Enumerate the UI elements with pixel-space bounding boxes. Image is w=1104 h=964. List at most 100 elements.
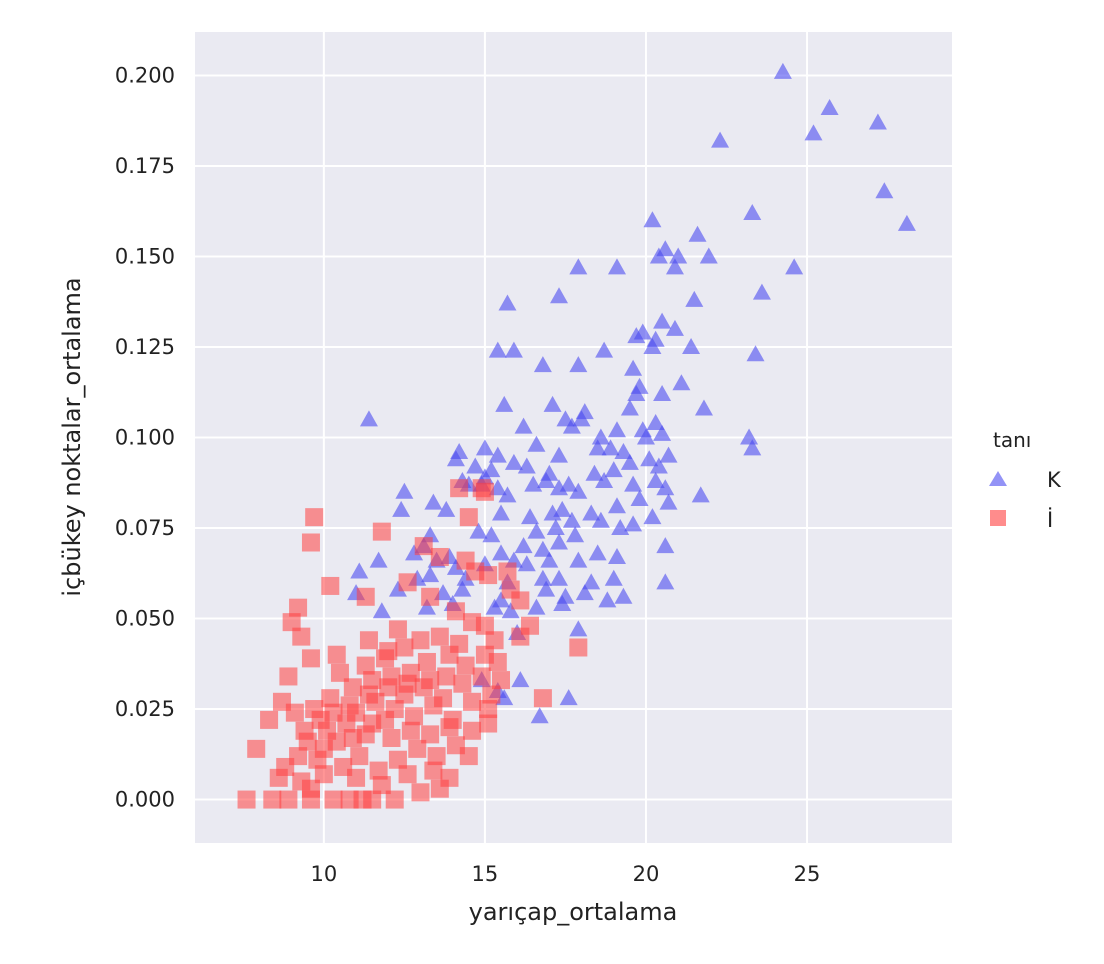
data-point-k <box>582 573 601 590</box>
data-point-k <box>488 446 507 463</box>
legend-label-k: K <box>1047 468 1062 492</box>
data-point-k <box>562 511 581 528</box>
data-point-i <box>321 689 340 708</box>
data-point-k <box>559 689 578 706</box>
data-point-k <box>630 490 649 507</box>
data-point-k <box>517 555 536 572</box>
data-point-k <box>688 225 707 242</box>
x-tick-label: 15 <box>472 862 499 886</box>
data-point-k <box>485 598 504 615</box>
data-point-i <box>347 768 366 787</box>
data-point-i <box>379 678 398 697</box>
data-point-i <box>440 718 459 737</box>
data-point-k <box>614 587 633 604</box>
data-point-k <box>550 446 569 463</box>
data-point-k <box>504 341 523 358</box>
data-point-k <box>646 330 665 347</box>
data-point-i <box>479 566 498 585</box>
data-point-i <box>359 631 378 650</box>
data-point-k <box>530 707 549 724</box>
data-point-i <box>395 638 414 657</box>
data-point-k <box>475 439 494 456</box>
data-point-i <box>350 747 369 766</box>
data-point-i <box>421 725 440 744</box>
data-point-i <box>569 638 588 657</box>
data-point-i <box>272 692 291 711</box>
legend-marker-i <box>990 510 1006 526</box>
y-tick-label: 0.075 <box>115 516 175 540</box>
data-point-i <box>405 707 424 726</box>
data-point-k <box>624 475 643 492</box>
data-point-k <box>653 385 672 402</box>
data-point-i <box>533 689 552 708</box>
data-point-k <box>550 533 569 550</box>
data-point-k <box>417 598 436 615</box>
data-point-i <box>295 721 314 740</box>
legend-title: tanı <box>993 428 1031 452</box>
data-point-k <box>624 515 643 532</box>
data-point-k <box>743 439 762 456</box>
data-point-k <box>746 345 765 362</box>
data-point-i <box>343 678 362 697</box>
data-point-k <box>533 569 552 586</box>
data-point-i <box>456 656 475 675</box>
data-point-k <box>395 482 414 499</box>
x-tick-label: 20 <box>633 862 660 886</box>
data-point-i <box>427 747 446 766</box>
data-point-k <box>566 526 585 543</box>
data-point-i <box>472 667 491 686</box>
data-point-k <box>559 475 578 492</box>
data-point-k <box>504 453 523 470</box>
data-point-i <box>414 537 433 556</box>
y-tick-label: 0.100 <box>115 426 175 450</box>
data-point-k <box>627 327 646 344</box>
data-point-k <box>562 417 581 434</box>
data-point-k <box>482 526 501 543</box>
data-point-i <box>411 631 430 650</box>
data-point-k <box>591 511 610 528</box>
data-point-i <box>430 627 449 646</box>
data-point-k <box>636 428 655 445</box>
data-point-i <box>292 627 311 646</box>
data-point-i <box>411 783 430 802</box>
data-point-k <box>511 671 530 688</box>
data-point-k <box>553 595 572 612</box>
data-point-k <box>820 99 839 116</box>
data-point-i <box>446 602 465 621</box>
data-point-k <box>656 573 675 590</box>
data-point-k <box>752 283 771 300</box>
data-point-i <box>327 645 346 664</box>
data-point-k <box>575 584 594 601</box>
data-point-k <box>550 479 569 496</box>
data-point-k <box>527 435 546 452</box>
data-point-k <box>569 620 588 637</box>
data-points <box>237 62 916 809</box>
data-point-i <box>463 721 482 740</box>
data-point-k <box>588 439 607 456</box>
data-point-i <box>359 685 378 704</box>
y-tick-label: 0.200 <box>115 63 175 87</box>
y-tick-label: 0.150 <box>115 244 175 268</box>
data-point-i <box>363 714 382 733</box>
legend: tanı K İ <box>989 428 1062 532</box>
data-point-i <box>237 790 256 809</box>
data-point-k <box>582 504 601 521</box>
data-point-k <box>785 258 804 275</box>
data-point-k <box>601 439 620 456</box>
data-point-i <box>321 576 340 595</box>
data-point-k <box>694 399 713 416</box>
data-point-k <box>691 486 710 503</box>
data-point-k <box>501 602 520 619</box>
data-point-k <box>595 341 614 358</box>
data-point-i <box>430 547 449 566</box>
data-point-k <box>372 602 391 619</box>
data-point-i <box>301 533 320 552</box>
data-point-i <box>453 674 472 693</box>
data-point-k <box>456 569 475 586</box>
data-point-k <box>711 131 730 148</box>
data-point-k <box>537 471 556 488</box>
data-point-i <box>388 620 407 639</box>
y-tick-label: 0.175 <box>115 154 175 178</box>
